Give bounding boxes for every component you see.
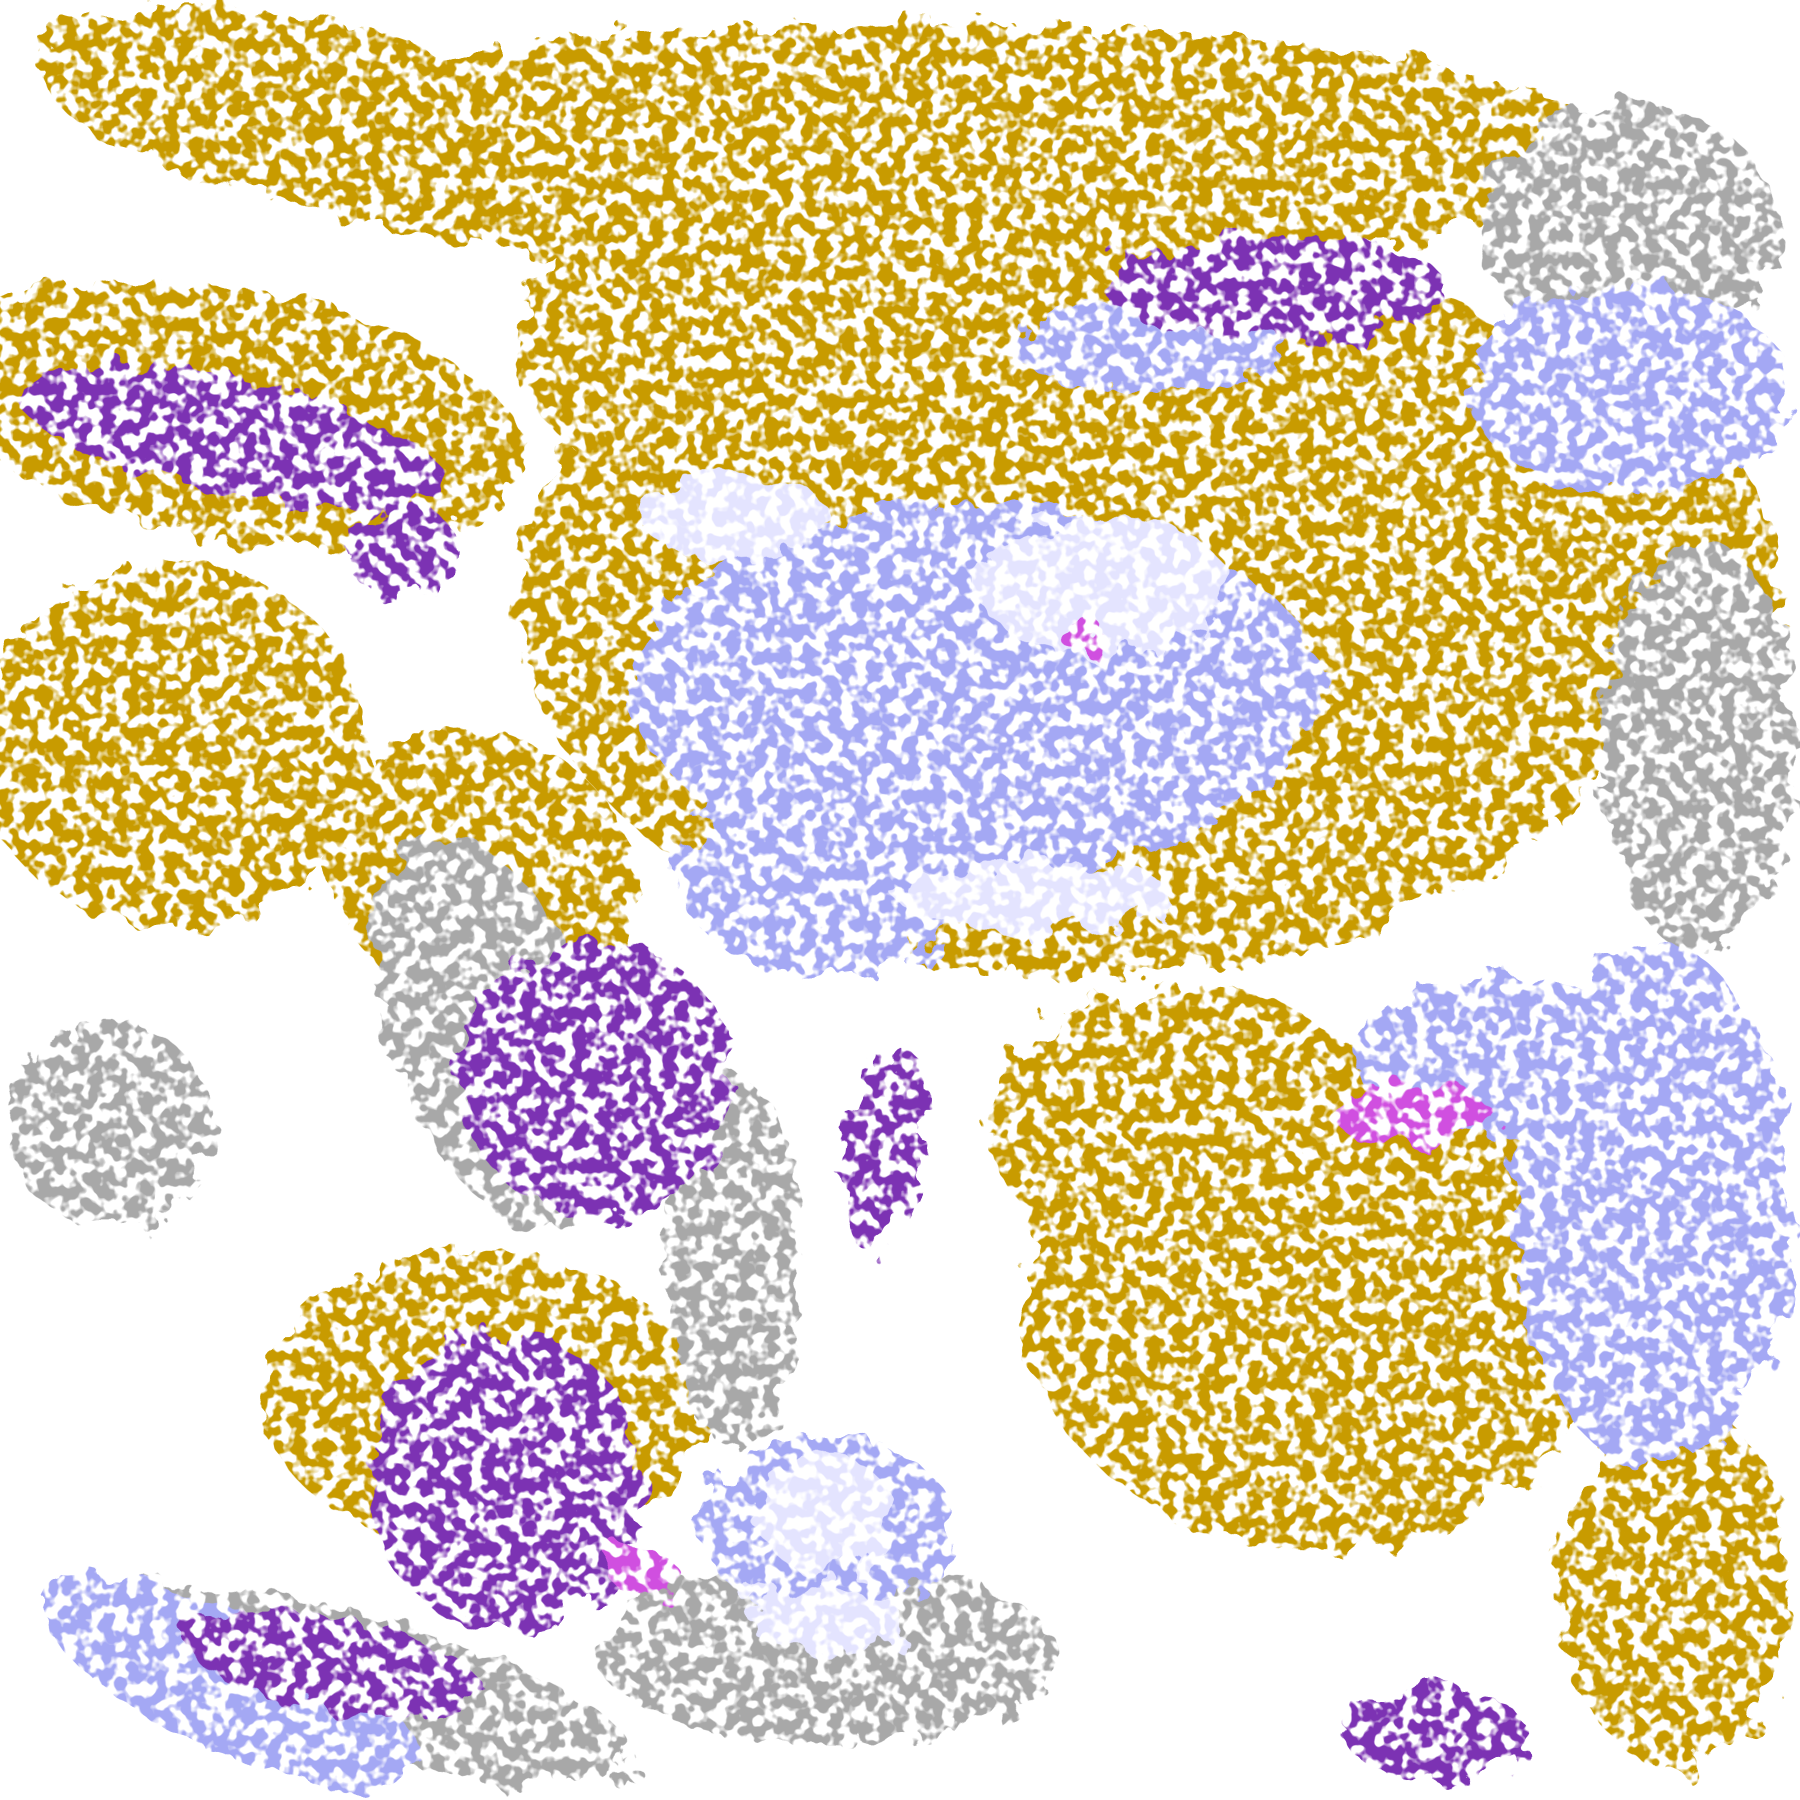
speckle-region [0, 0, 1800, 1800]
satellite-image [0, 0, 1800, 1800]
cloud-classification-map [0, 0, 1800, 1800]
speckle-layer [0, 0, 1800, 1800]
